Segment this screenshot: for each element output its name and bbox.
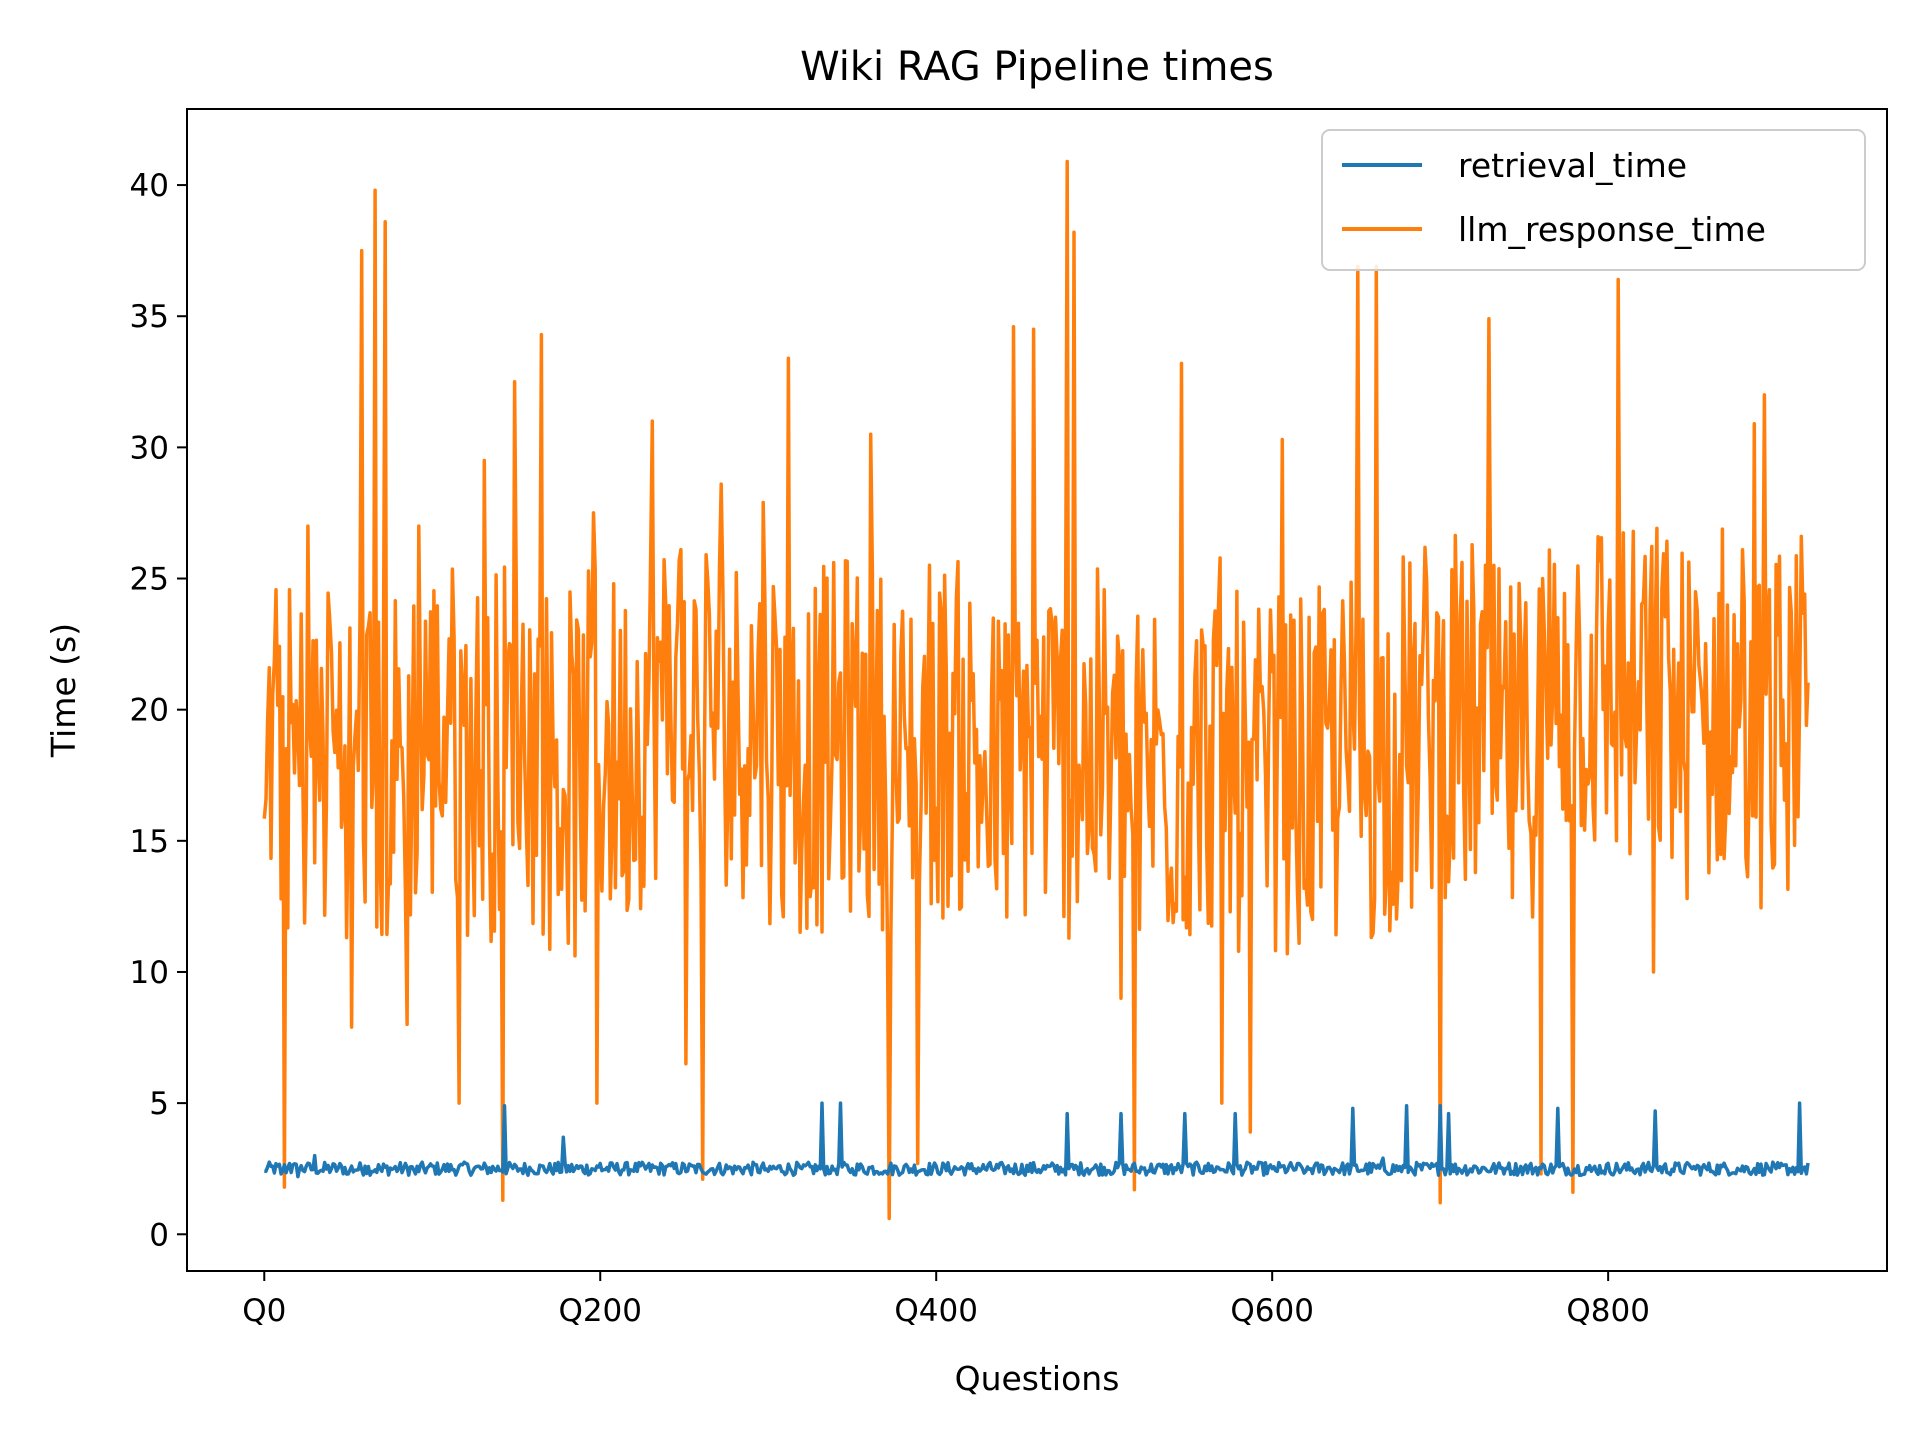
legend: retrieval_time llm_response_time	[1321, 129, 1866, 271]
x-tick-label: Q200	[558, 1293, 642, 1329]
x-axis: Q0 Q200 Q400 Q600 Q800	[242, 1271, 1650, 1329]
y-axis-label: Time (s)	[44, 623, 83, 758]
y-tick-label: 30	[130, 430, 169, 466]
y-tick-label: 10	[130, 955, 169, 991]
chart-title: Wiki RAG Pipeline times	[800, 44, 1274, 90]
x-axis-label: Questions	[955, 1359, 1120, 1398]
y-tick-label: 25	[130, 562, 169, 598]
y-tick-label: 5	[149, 1086, 169, 1122]
y-tick-label: 35	[130, 299, 169, 335]
legend-label-retrieval-time: retrieval_time	[1458, 146, 1687, 185]
y-tick-label: 0	[149, 1217, 169, 1253]
y-axis: 0 5 10 15 20 25 30 35 40	[130, 168, 187, 1253]
y-tick-label: 15	[130, 824, 169, 860]
x-tick-label: Q0	[242, 1293, 286, 1329]
legend-label-llm-response-time: llm_response_time	[1458, 210, 1766, 249]
plot-area	[262, 159, 1810, 1221]
y-tick-label: 20	[130, 693, 169, 729]
y-tick-label: 40	[130, 168, 169, 204]
x-tick-label: Q800	[1566, 1293, 1650, 1329]
series-line-retrieval-time	[264, 1101, 1810, 1179]
legend-box	[1321, 129, 1866, 271]
x-tick-label: Q600	[1230, 1293, 1314, 1329]
axes-frame	[186, 108, 1888, 1272]
x-tick-label: Q400	[894, 1293, 978, 1329]
series-line-llm-response-time	[262, 159, 1810, 1221]
